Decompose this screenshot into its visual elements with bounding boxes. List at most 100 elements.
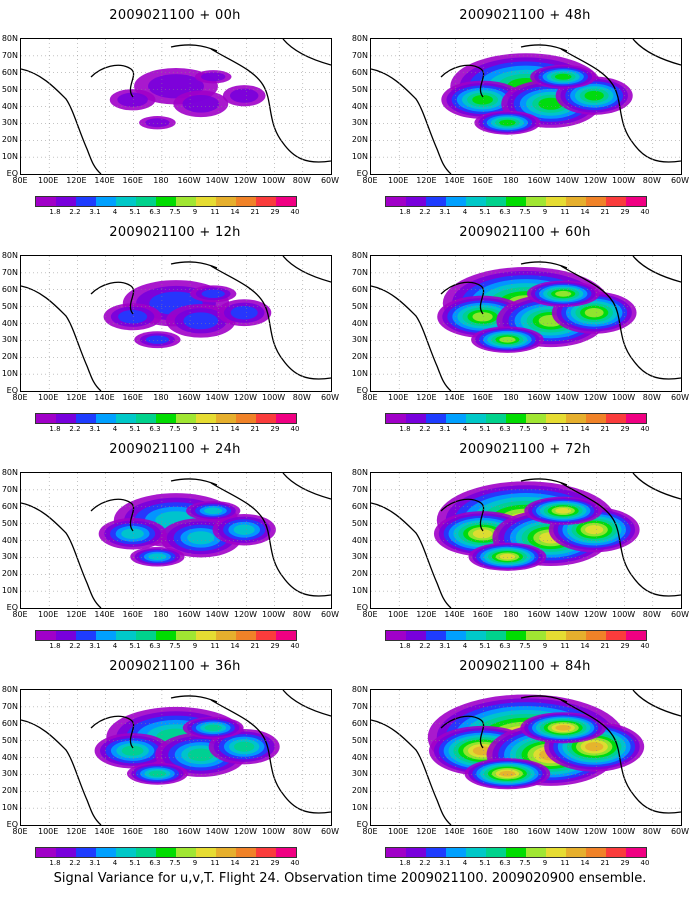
longitude-label: 120E	[416, 610, 437, 619]
colorbar-swatch	[506, 631, 526, 640]
variance-contour	[538, 97, 564, 110]
map-panel: 2009021100 + 48h 80N 70N 60N 50N 40N 30N 20N 10N…	[350, 0, 700, 222]
longitude-label: 160E	[122, 393, 143, 402]
longitude-label: 140W	[205, 827, 229, 836]
colorbar-label: 9	[542, 425, 548, 433]
latitude-label: 20N	[351, 352, 368, 362]
colorbar-swatch	[606, 631, 626, 640]
colorbar-swatch	[136, 414, 156, 423]
colorbar-swatch	[426, 631, 446, 640]
coastline	[90, 64, 135, 98]
variance-contour	[121, 745, 144, 756]
latitude-label: 50N	[1, 84, 18, 94]
variance-contour	[555, 724, 571, 731]
longitude-label: 120E	[66, 393, 87, 402]
longitude-label: 160W	[527, 393, 551, 402]
colorbar-label: 7.5	[169, 642, 181, 650]
longitude-label: 140W	[205, 176, 229, 185]
coastline	[520, 478, 568, 486]
variance-map	[20, 255, 332, 392]
longitude-label: 140E	[444, 610, 465, 619]
latitude-label: 20N	[1, 352, 18, 362]
longitude-label: 140E	[94, 610, 115, 619]
colorbar-label: 9	[192, 208, 198, 216]
latitude-label: EQ	[6, 386, 18, 395]
longitude-label: 180	[153, 610, 169, 619]
longitude-label: 160E	[122, 827, 143, 836]
colorbar-swatch	[406, 848, 426, 857]
variance-contour	[499, 770, 516, 777]
longitude-label: 100E	[38, 610, 59, 619]
colorbar-swatch	[36, 631, 56, 640]
map-panel: 2009021100 + 60h 80N 70N 60N 50N 40N 30N 20N 10N…	[350, 217, 700, 439]
latitude-label: 70N	[351, 50, 368, 60]
longitude-label: 60W	[670, 393, 690, 402]
colorbar-swatch	[276, 414, 296, 423]
variance-contour	[554, 73, 572, 80]
variance-contour	[472, 94, 493, 105]
colorbar-label: 3.1	[439, 859, 451, 867]
panel-title: 2009021100 + 48h	[459, 8, 591, 23]
map-panel: 2009021100 + 24h 80N 70N 60N 50N 40N 30N 20N 10N…	[0, 434, 350, 656]
latitude-label: 70N	[1, 50, 18, 60]
colorbar-swatch	[196, 631, 216, 640]
colorbar-swatch	[586, 848, 606, 857]
variance-contour	[472, 312, 493, 322]
latitude-label: 70N	[351, 267, 368, 277]
panel-title: 2009021100 + 84h	[459, 659, 591, 674]
colorbar-label: 14	[580, 859, 590, 867]
colorbar-label: 14	[580, 208, 590, 216]
latitude-label: 60N	[351, 67, 368, 77]
longitude-label: 100E	[388, 393, 409, 402]
coastline	[560, 48, 681, 163]
colorbar-label: 5.1	[479, 425, 491, 433]
variance-contour	[230, 305, 258, 320]
colorbar-swatch	[506, 848, 526, 857]
panel-title: 2009021100 + 60h	[459, 225, 591, 240]
longitude-label: 80W	[642, 610, 661, 619]
colorbar-swatch	[606, 414, 626, 423]
longitude-label: 100E	[388, 176, 409, 185]
longitude-label: 100E	[388, 827, 409, 836]
colorbar-swatch	[56, 631, 76, 640]
colorbar-swatch	[486, 414, 506, 423]
latitude-label: 60N	[1, 284, 18, 294]
latitude-label: 30N	[1, 769, 18, 779]
colorbar	[35, 413, 297, 424]
longitude-label: 120E	[416, 176, 437, 185]
latitude-label: 80N	[1, 251, 18, 260]
coastline	[210, 482, 331, 597]
colorbar	[385, 630, 647, 641]
variance-contour	[229, 88, 259, 103]
latitude-label: 60N	[351, 501, 368, 511]
colorbar-swatch	[96, 414, 116, 423]
latitude-label: 60N	[1, 501, 18, 511]
variance-contour	[148, 770, 167, 777]
map-canvas	[371, 473, 681, 608]
variance-map	[20, 689, 332, 826]
longitude-label: 180	[153, 393, 169, 402]
coastline	[371, 719, 452, 825]
coastline	[90, 498, 135, 532]
colorbar-label: 9	[542, 208, 548, 216]
colorbar-label: 21	[250, 642, 260, 650]
colorbar-swatch	[386, 848, 406, 857]
colorbar-swatch	[506, 414, 526, 423]
coastline	[560, 482, 681, 597]
colorbar-swatch	[36, 197, 56, 206]
coastline	[560, 265, 681, 380]
longitude-label: 120W	[233, 827, 258, 836]
colorbar-label: 1.8	[399, 859, 411, 867]
coastline	[21, 285, 102, 391]
longitude-label: 100W	[262, 610, 286, 619]
latitude-label: 30N	[351, 335, 368, 345]
colorbar-label: 40	[290, 859, 300, 867]
longitude-label: 140W	[555, 176, 579, 185]
colorbar-label: 40	[290, 208, 300, 216]
latitude-label: 20N	[1, 135, 18, 145]
colorbar	[35, 847, 297, 858]
colorbar-label: 21	[600, 425, 610, 433]
coastline	[632, 39, 681, 66]
colorbar-label: 14	[230, 208, 240, 216]
colorbar-swatch	[256, 197, 276, 206]
